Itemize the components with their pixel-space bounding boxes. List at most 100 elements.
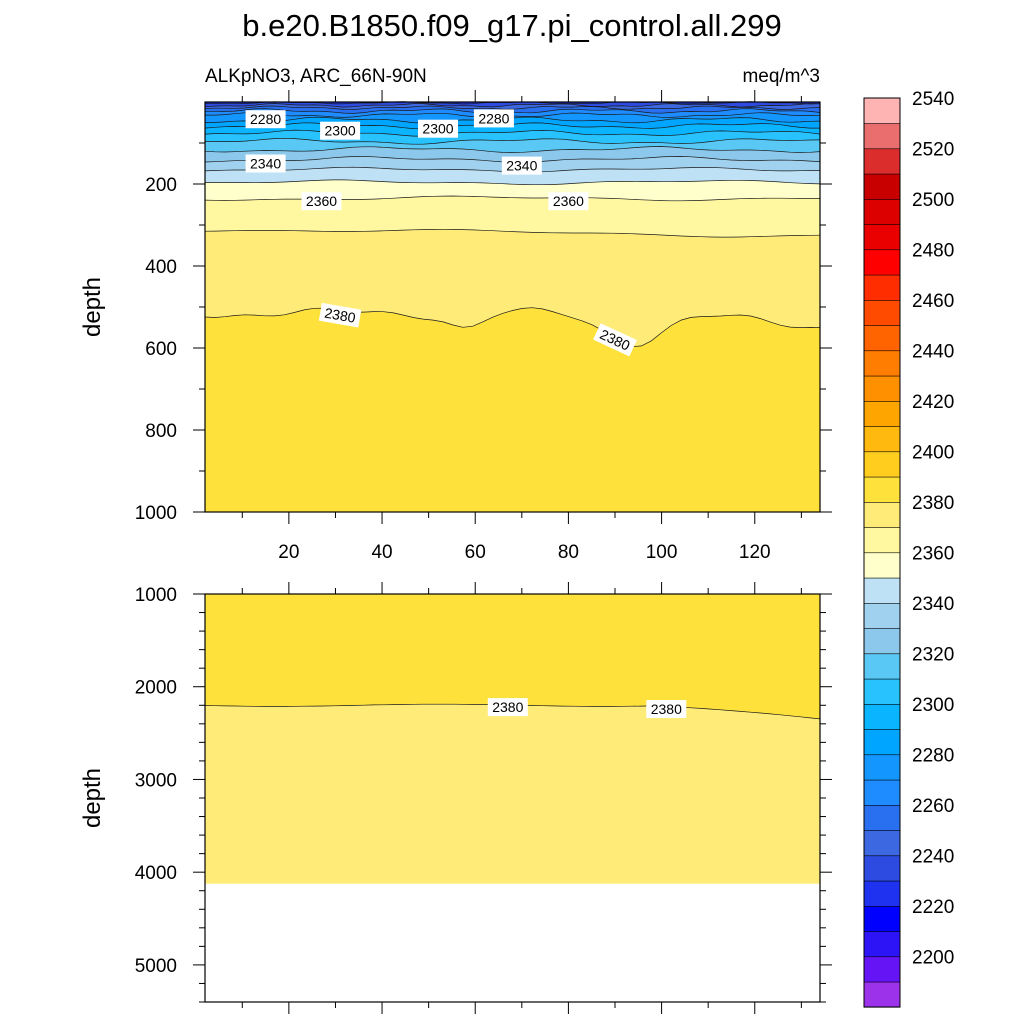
colorbar-tick-label: 2520 bbox=[912, 140, 954, 161]
y-tick-label: 600 bbox=[145, 339, 177, 360]
y-tick-label: 200 bbox=[145, 175, 177, 196]
contour-label-text: 2360 bbox=[306, 193, 337, 209]
colorbar-box bbox=[863, 274, 901, 301]
y-tick-label: 3000 bbox=[135, 770, 177, 791]
y-tick-label: 4000 bbox=[135, 863, 177, 884]
colorbar-box bbox=[863, 855, 901, 882]
colorbar-tick-label: 2240 bbox=[912, 847, 954, 868]
contour-label: 2380 bbox=[318, 302, 362, 328]
colorbar-frame bbox=[863, 97, 901, 1008]
colorbar-tick-label: 2340 bbox=[912, 594, 954, 615]
colorbar-tick-label: 2300 bbox=[912, 695, 954, 716]
contour-line bbox=[204, 103, 821, 108]
contour-label-background bbox=[548, 192, 589, 211]
x-tick-label: 40 bbox=[371, 542, 392, 563]
contour-label-text: 2380 bbox=[492, 699, 523, 715]
colorbar-tick-label: 2500 bbox=[912, 190, 954, 211]
contour-line bbox=[204, 228, 821, 238]
colorbar-box bbox=[863, 905, 901, 932]
contour-label: 2340 bbox=[245, 154, 286, 173]
colorbar-box bbox=[863, 173, 901, 200]
y-tick-label: 400 bbox=[145, 257, 177, 278]
contour-label: 2280 bbox=[245, 110, 286, 129]
bottom-panel: 2380 2380 1000 2000 3000 4000 5000 depth bbox=[79, 582, 832, 1014]
colorbar-box bbox=[863, 122, 901, 150]
contour-label-text: 2380 bbox=[323, 305, 357, 326]
contour-label-text: 2280 bbox=[478, 110, 509, 126]
colorbar-box bbox=[863, 829, 901, 857]
colorbar-box bbox=[863, 577, 901, 604]
y-tick-label: 1000 bbox=[135, 585, 177, 606]
contour-label-background bbox=[301, 192, 342, 211]
contour-label: 2300 bbox=[320, 121, 361, 140]
colorbar-box bbox=[863, 981, 901, 1008]
left-subtitle: ALKpNO3, ARC_66N-90N bbox=[205, 66, 427, 87]
colorbar-tick-label: 2280 bbox=[912, 746, 954, 767]
colorbar-box bbox=[863, 728, 901, 756]
y-tick-label: 1000 bbox=[135, 503, 177, 524]
contour-fill-band bbox=[205, 704, 820, 884]
contour-label-background bbox=[318, 302, 362, 328]
contour-label: 2380 bbox=[646, 700, 687, 718]
colorbar-box bbox=[863, 880, 901, 907]
colorbar-tick-label: 2480 bbox=[912, 241, 954, 262]
colorbar-box bbox=[863, 956, 901, 983]
colorbar-box bbox=[863, 97, 901, 124]
colorbar-tick-label: 2380 bbox=[912, 493, 954, 514]
x-tick-label: 20 bbox=[278, 542, 299, 563]
contour-label-text: 2340 bbox=[506, 158, 537, 174]
colorbar-box bbox=[863, 779, 901, 806]
contour-line bbox=[204, 129, 821, 137]
contour-label: 2300 bbox=[418, 119, 458, 138]
contour-line bbox=[204, 105, 821, 110]
colorbar-box bbox=[863, 678, 901, 705]
contour-label-background bbox=[245, 154, 286, 173]
colorbar-box bbox=[863, 703, 901, 730]
y-tick-label: 2000 bbox=[135, 678, 177, 699]
contour-label-text: 2300 bbox=[325, 123, 356, 139]
colorbar-box bbox=[863, 249, 901, 276]
colorbar-box bbox=[863, 501, 901, 528]
colorbar-tick-label: 2400 bbox=[912, 443, 954, 464]
colorbar-tick-label: 2200 bbox=[912, 948, 954, 969]
x-tick-label: 60 bbox=[465, 542, 486, 563]
colorbar-box bbox=[863, 451, 901, 478]
colorbar-box bbox=[863, 198, 901, 225]
right-subtitle: meq/m^3 bbox=[742, 66, 820, 87]
colorbar-box bbox=[863, 754, 901, 781]
contour-label-text: 2360 bbox=[553, 193, 584, 209]
colorbar-box bbox=[863, 350, 901, 377]
contour-label-background bbox=[245, 110, 286, 129]
y-tick-label: 800 bbox=[145, 421, 177, 442]
colorbar-tick-label: 2540 bbox=[912, 89, 954, 110]
colorbar-box bbox=[863, 324, 901, 352]
contour-line bbox=[204, 137, 821, 145]
contour-label-background bbox=[320, 121, 361, 140]
contour-line bbox=[204, 146, 821, 153]
colorbar-box bbox=[863, 425, 901, 453]
contour-label-background bbox=[593, 323, 637, 357]
contour-label-background bbox=[501, 156, 542, 175]
contour-label-text: 2300 bbox=[422, 121, 453, 137]
colorbar-tick-label: 2440 bbox=[912, 342, 954, 363]
contour-label-background bbox=[646, 700, 687, 718]
contour-label-text: 2280 bbox=[250, 111, 281, 127]
chart-title: b.e20.B1850.f09_g17.pi_control.all.299 bbox=[242, 8, 782, 43]
colorbar-box bbox=[863, 476, 901, 503]
colorbar-tick-label: 2420 bbox=[912, 392, 954, 413]
contour-label-background bbox=[418, 119, 458, 138]
x-tick-label: 80 bbox=[558, 542, 579, 563]
colorbar-box bbox=[863, 148, 901, 175]
colorbar-box bbox=[863, 804, 901, 831]
colorbar-tick-label: 2260 bbox=[912, 796, 954, 817]
colorbar-box bbox=[863, 930, 901, 958]
top-y-axis-label: depth bbox=[79, 277, 106, 337]
colorbar-box bbox=[863, 552, 901, 579]
contour-fill-band bbox=[205, 307, 820, 512]
contour-label-text: 2380 bbox=[651, 701, 682, 717]
contour-label: 2280 bbox=[473, 109, 514, 128]
contour-label-text: 2340 bbox=[250, 156, 281, 172]
colorbar-box bbox=[863, 299, 901, 326]
bottom-y-axis-label: depth bbox=[79, 768, 106, 828]
